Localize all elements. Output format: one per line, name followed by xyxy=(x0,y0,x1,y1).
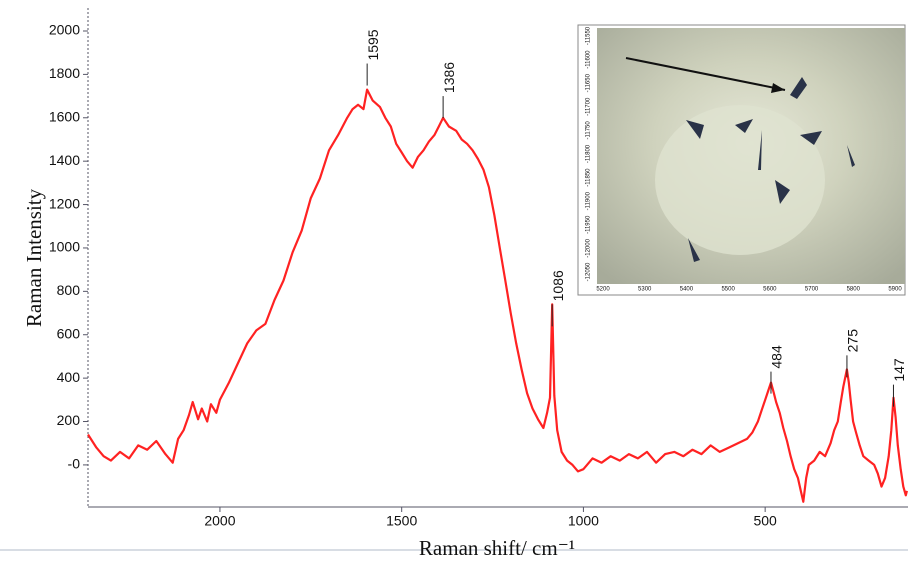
inset-x-label: 5600 xyxy=(763,287,777,293)
y-axis-title: Raman Intensity xyxy=(22,188,46,327)
sample xyxy=(655,105,825,255)
inset-y-label: -11750 xyxy=(586,121,592,140)
peak-label: 1595 xyxy=(365,29,381,60)
x-tick-label: 500 xyxy=(753,513,777,529)
inset-x-label: 5300 xyxy=(638,287,652,293)
inset-y-label: -11950 xyxy=(586,215,592,234)
inset-x-label: 5900 xyxy=(888,287,902,293)
y-tick-label: 1000 xyxy=(49,239,80,255)
inset-y-label: -11600 xyxy=(586,50,592,69)
inset-x-label: 5800 xyxy=(847,287,861,293)
y-tick-label: 1800 xyxy=(49,65,80,81)
inset-x-label: 5700 xyxy=(805,287,819,293)
inset-y-label: -11850 xyxy=(586,168,592,187)
peak-label: 147 xyxy=(891,358,907,382)
inset-y-label: -12050 xyxy=(586,262,592,281)
arrow xyxy=(625,57,786,91)
y-tick-label: 2000 xyxy=(49,22,80,38)
x-tick-label: 1500 xyxy=(386,513,417,529)
inset-x-label: 5200 xyxy=(596,287,610,293)
inset-y-label: -11800 xyxy=(586,144,592,163)
y-tick-label: 400 xyxy=(57,369,81,385)
y-tick-label: -0 xyxy=(68,456,81,472)
peak-label: 484 xyxy=(769,345,785,369)
inset-y-label: -11700 xyxy=(586,97,592,116)
inset-y-label: -11900 xyxy=(586,191,592,210)
y-tick-label: 600 xyxy=(57,325,81,341)
peak-label: 1086 xyxy=(550,270,566,301)
x-tick-label: 1000 xyxy=(568,513,599,529)
inset-x-label: 5400 xyxy=(680,287,694,293)
y-tick-label: 1200 xyxy=(49,195,80,211)
inset-y-label: -12000 xyxy=(586,238,592,257)
inset-y-label: -11550 xyxy=(586,26,592,45)
y-tick-label: 200 xyxy=(57,412,81,428)
x-tick-label: 2000 xyxy=(204,513,235,529)
x-axis-title: Raman shift/ cm⁻¹ xyxy=(419,536,575,560)
inset-photo: 5200 5300 5400 5500 5600 5700 5800 5900 -11550 -1… xyxy=(577,24,906,296)
y-tick-label: 1600 xyxy=(49,108,80,124)
arrow-head xyxy=(771,83,785,93)
peak-label: 275 xyxy=(845,329,861,353)
y-tick-label: 800 xyxy=(57,282,81,298)
inset-y-label: -11650 xyxy=(586,73,592,92)
inset-x-label: 5500 xyxy=(721,287,735,293)
peak-label: 1386 xyxy=(441,62,457,93)
y-tick-label: 1400 xyxy=(49,152,80,168)
